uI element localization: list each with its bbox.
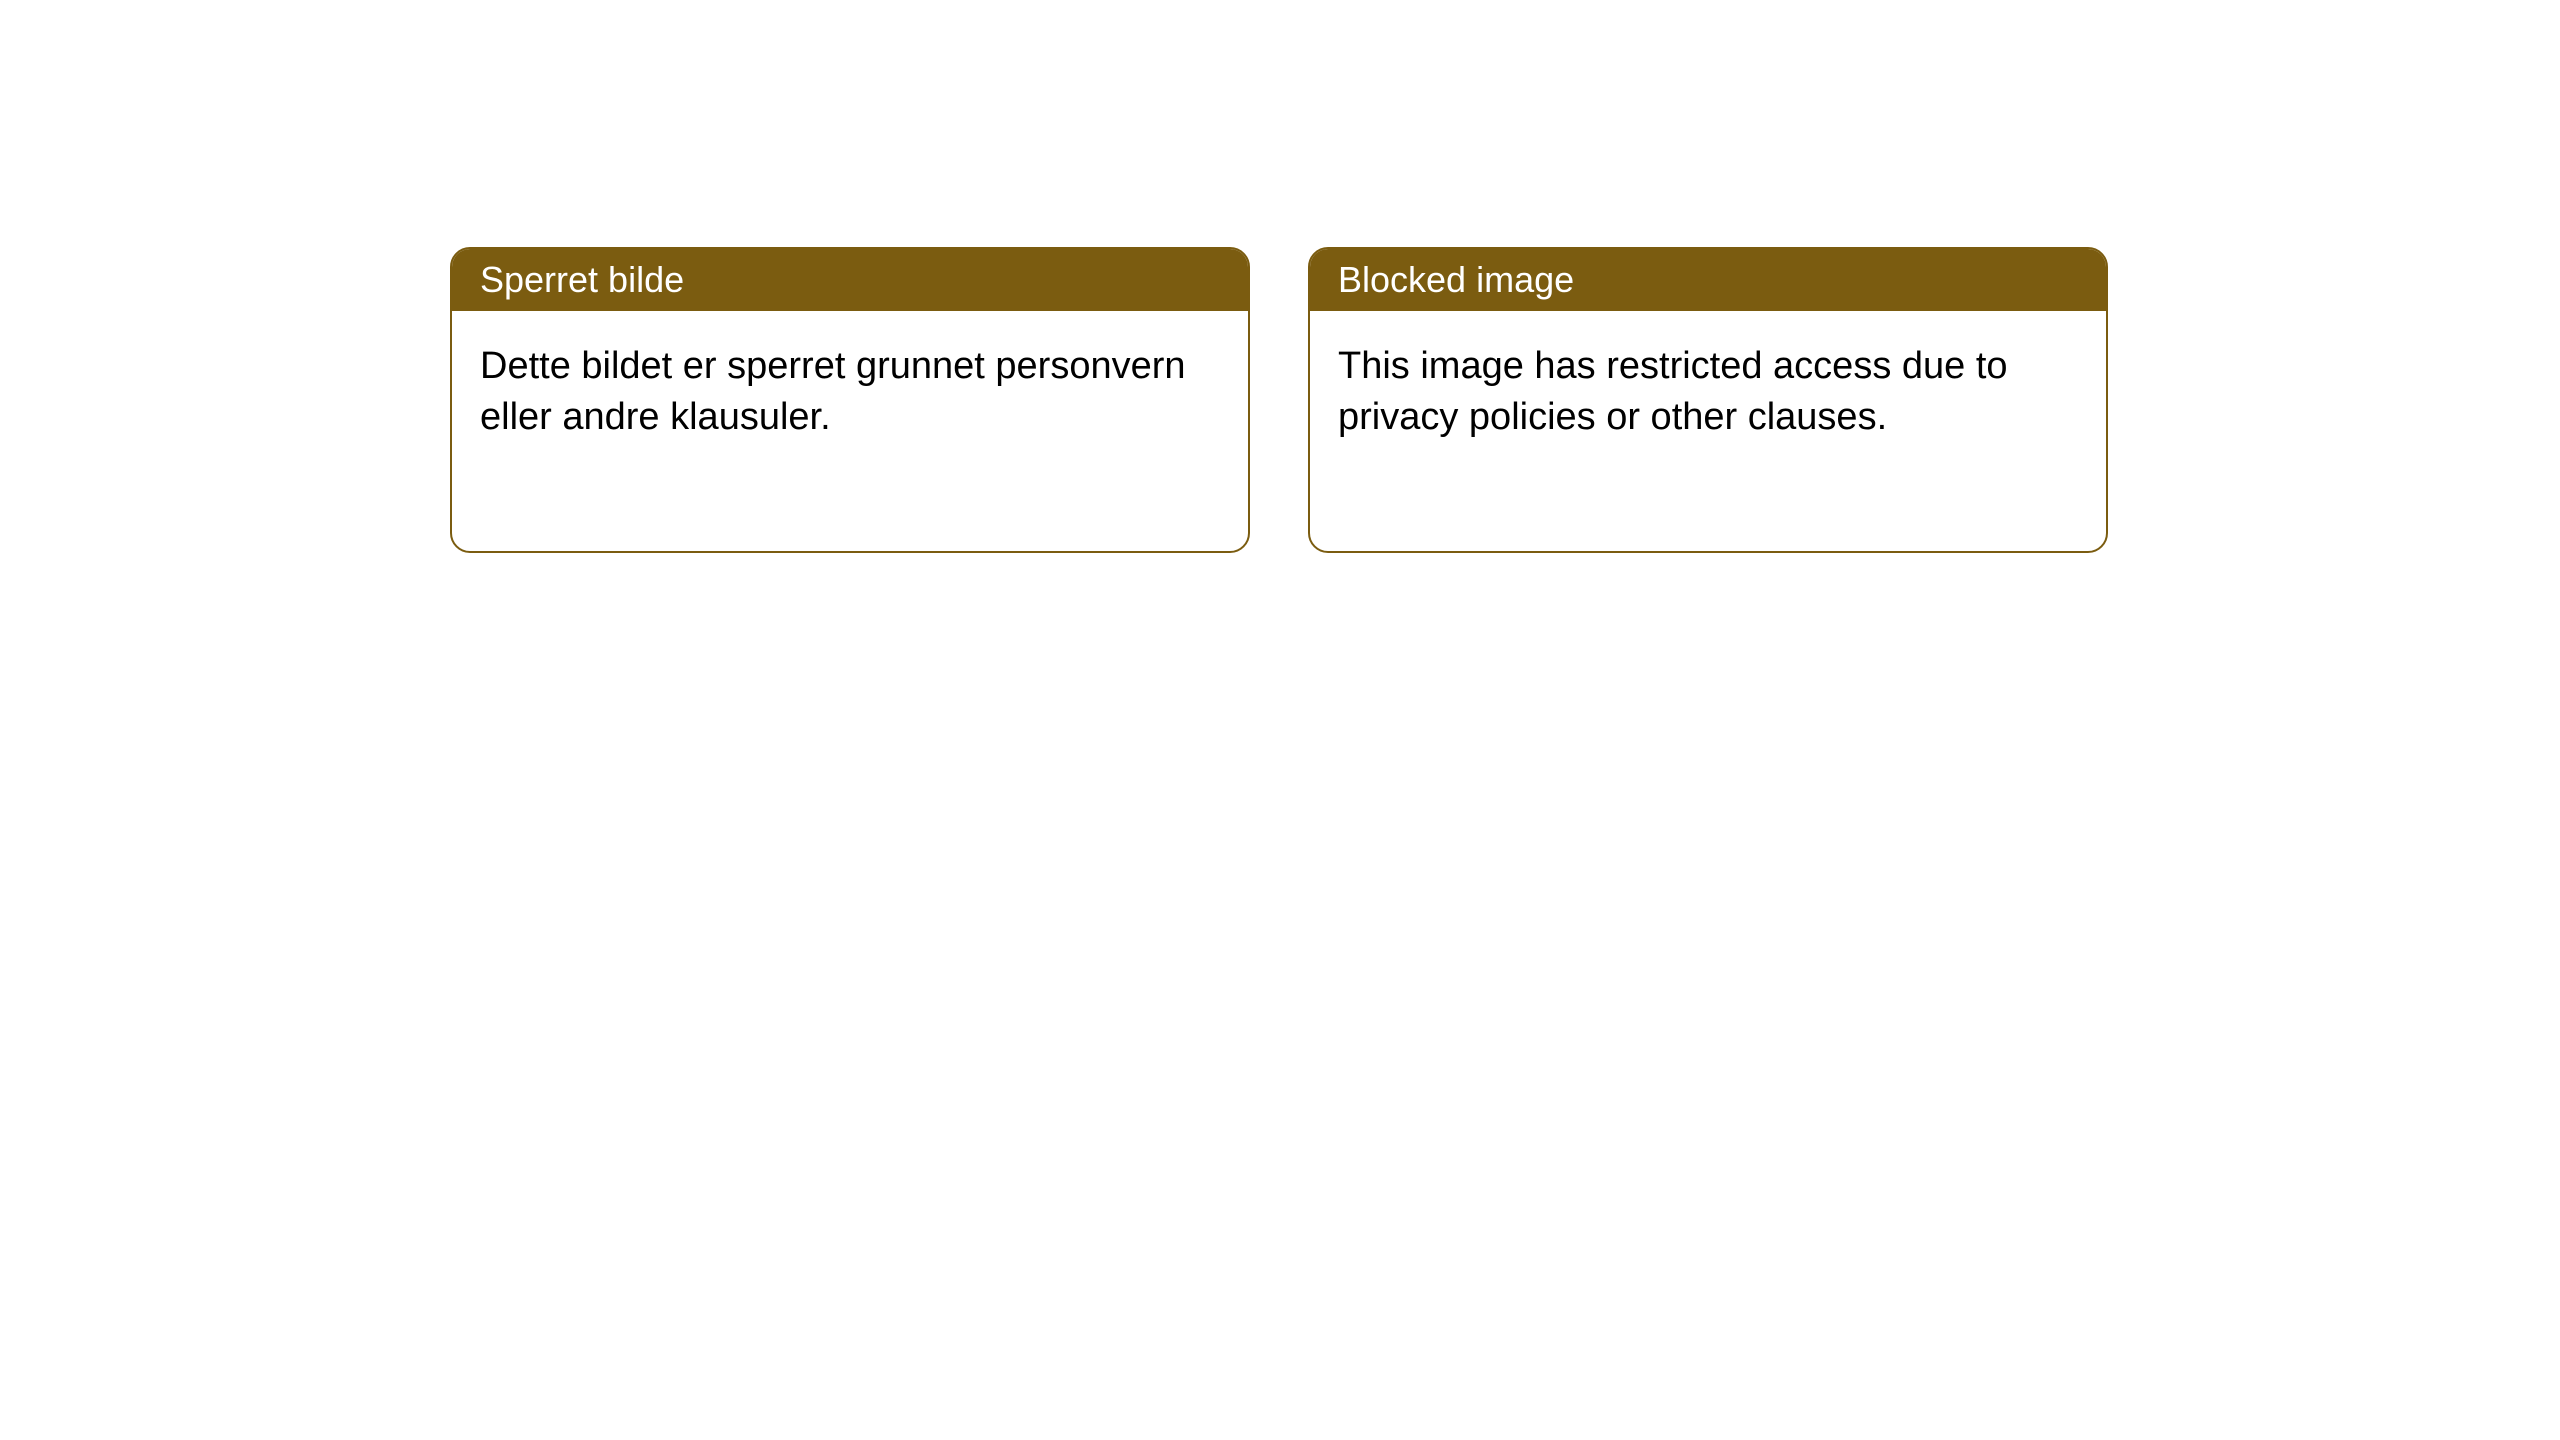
notice-header: Sperret bilde (452, 249, 1248, 311)
notice-header: Blocked image (1310, 249, 2106, 311)
notice-card-norwegian: Sperret bilde Dette bildet er sperret gr… (450, 247, 1250, 553)
notice-body: This image has restricted access due to … (1310, 311, 2106, 551)
notice-card-english: Blocked image This image has restricted … (1308, 247, 2108, 553)
notice-body: Dette bildet er sperret grunnet personve… (452, 311, 1248, 551)
notice-container: Sperret bilde Dette bildet er sperret gr… (450, 247, 2108, 553)
